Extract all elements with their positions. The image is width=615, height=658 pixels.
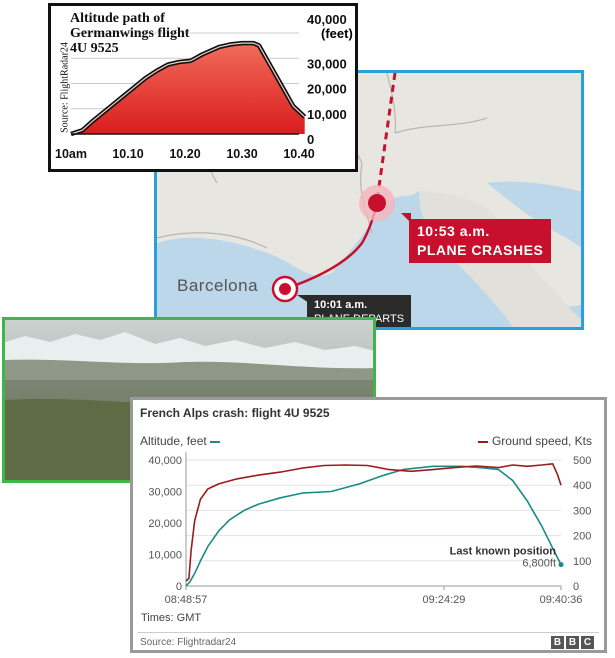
footer-divider (138, 632, 599, 633)
right-y-tick: 0 (573, 581, 579, 593)
right-y-tick: 100 (573, 556, 591, 568)
left-y-tick: 0 (176, 581, 182, 593)
right-y-tick: 300 (573, 505, 591, 517)
altitude-chart-svg: 40,000 30,000 20,000 10,000 0 10am 10.10 10.20 1… (55, 12, 347, 161)
altitude-x-tick: 10.10 (112, 147, 143, 161)
altitude-chart-title: Altitude path of Germanwings flight 4U 9… (70, 11, 190, 56)
altitude-y-tick: 0 (307, 132, 314, 147)
left-y-tick: 30,000 (148, 487, 182, 499)
route-dashed (375, 73, 397, 202)
depart-marker (279, 283, 291, 295)
x-tick: 09:24:29 (423, 594, 466, 606)
altitude-swatch (209, 440, 220, 443)
altitude-y-tick: 20,000 (307, 82, 347, 97)
altitude-chart-panel: Altitude path of Germanwings flight 4U 9… (48, 3, 358, 172)
speed-swatch (477, 440, 488, 443)
mediterranean-sea (157, 191, 581, 327)
right-axis-label: Ground speed, Kts (491, 434, 592, 448)
altitude-y-tick: 10,000 (307, 107, 347, 122)
times-label: Times: GMT (141, 612, 202, 624)
right-axis-legend: Ground speed, Kts (477, 434, 592, 448)
depart-time: 10:01 a.m. (314, 299, 368, 311)
right-y-tick: 200 (573, 531, 591, 543)
speed-altitude-chart-source: Source: Flightradar24 (140, 637, 237, 648)
left-y-tick: 20,000 (148, 518, 182, 530)
last-position-marker (558, 562, 564, 568)
bbc-logo-letter: B (551, 636, 564, 649)
crash-time: 10:53 a.m. (417, 223, 490, 239)
city-label-barcelona: Barcelona (177, 276, 259, 295)
annotation-value: 6,800ft (522, 558, 556, 570)
bbc-logo: B B C (551, 636, 594, 649)
speed-series-line (185, 463, 562, 582)
depart-label-pointer (297, 295, 309, 303)
right-y-tick: 400 (573, 480, 591, 492)
altitude-x-tick: 10.30 (226, 147, 257, 161)
bbc-logo-letter: B (566, 636, 579, 649)
crash-label: 10:53 a.m. PLANE CRASHES (409, 219, 552, 263)
speed-altitude-chart-panel: 40,000 30,000 20,000 10,000 0 500 400 300 200 100… (130, 397, 607, 653)
altitude-x-tick: 10am (55, 147, 87, 161)
left-axis-label: Altitude, feet (140, 434, 207, 448)
left-axis-legend: Altitude, feet (140, 434, 220, 448)
altitude-area (71, 43, 305, 134)
annotation-title: Last known position (450, 546, 557, 558)
altitude-x-tick: 10.40 (283, 147, 314, 161)
right-y-tick: 500 (573, 455, 591, 467)
altitude-y-tick: 40,000 (307, 12, 347, 27)
altitude-line-highlight (70, 42, 306, 135)
x-tick: 09:40:36 (540, 594, 583, 606)
left-y-tick: 10,000 (148, 550, 182, 562)
altitude-chart-ylabel: (feet) (321, 26, 353, 41)
speed-altitude-chart-svg: 40,000 30,000 20,000 10,000 0 500 400 300 200 100… (148, 452, 591, 606)
crash-label-pointer (401, 213, 411, 223)
bbc-logo-letter: C (581, 636, 594, 649)
altitude-series-line (185, 465, 562, 587)
altitude-x-tick: 10.20 (169, 147, 200, 161)
crash-marker (368, 194, 386, 212)
speed-altitude-chart-title: French Alps crash: flight 4U 9525 (140, 406, 330, 420)
route-map: Barcelona 10:53 a.m. PLANE CRASHES 10:01… (154, 70, 584, 330)
altitude-y-tick: 30,000 (307, 56, 347, 71)
crash-text: PLANE CRASHES (417, 242, 544, 258)
altitude-chart-source: Source: FlightRadar24 (59, 42, 71, 133)
x-tick: 08:48:57 (165, 594, 208, 606)
adriatic-sea (487, 181, 581, 249)
left-y-tick: 40,000 (148, 455, 182, 467)
